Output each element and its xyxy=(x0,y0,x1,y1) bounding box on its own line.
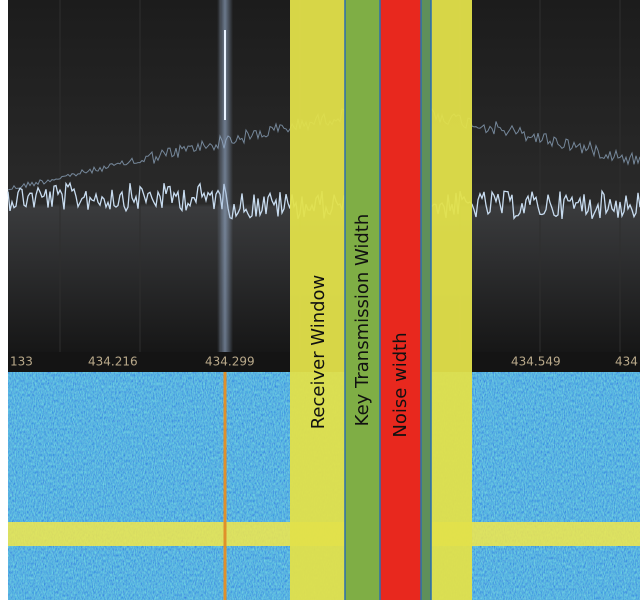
noise-width-label: Noise width xyxy=(390,332,411,437)
receiver-window-band xyxy=(431,0,472,600)
receiver-window-label: Receiver Window xyxy=(308,275,329,430)
frequency-label: 133 xyxy=(10,355,33,369)
frequency-label: 434.216 xyxy=(88,355,138,369)
sdr-screenshot: 133 434.216 434.299 434.549 434 Receiver… xyxy=(0,0,640,600)
frequency-label: 434 xyxy=(615,355,638,369)
frequency-label: 434.299 xyxy=(205,355,255,369)
frequency-label: 434.549 xyxy=(511,355,561,369)
noise-band xyxy=(380,0,421,600)
key-transmission-label: Key Transmission Width xyxy=(352,214,373,427)
edge-band xyxy=(421,0,431,600)
